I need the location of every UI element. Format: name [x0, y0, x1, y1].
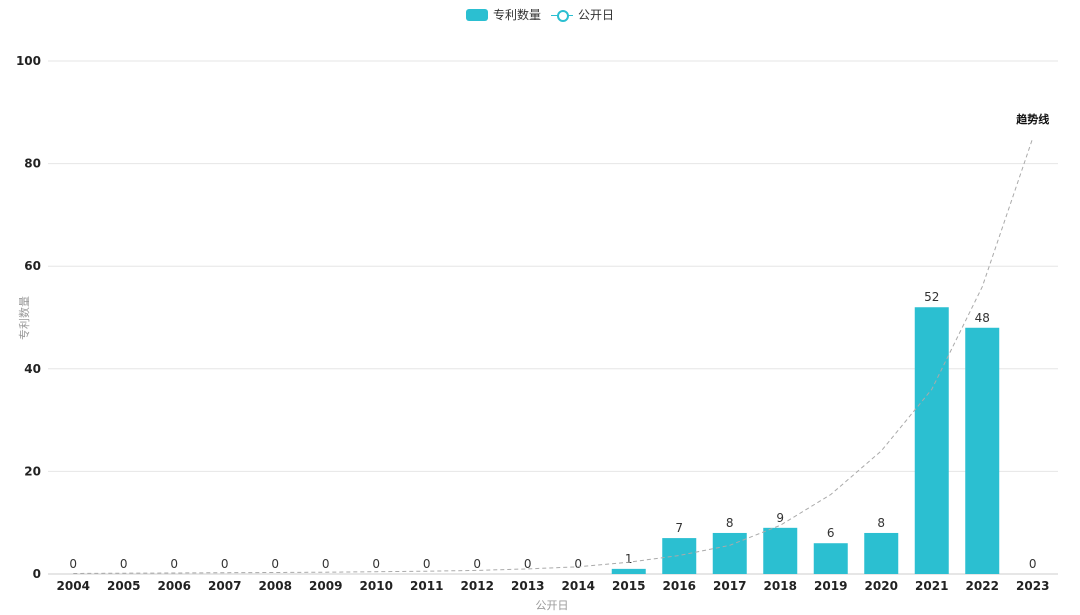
bar-value-label: 0	[473, 557, 481, 571]
trendline-label: 趋势线	[1016, 112, 1049, 126]
trendline	[73, 137, 1034, 574]
bar	[712, 532, 747, 574]
legend-line-label: 公开日	[578, 8, 615, 22]
bar-value-label: 48	[975, 311, 990, 325]
legend-bar-label: 专利数量	[492, 8, 541, 22]
bar-value-label: 0	[1029, 557, 1037, 571]
bar	[813, 543, 848, 574]
x-tick-label: 2004	[57, 579, 90, 593]
x-tick-label: 2009	[309, 579, 342, 593]
x-tick-label: 2012	[461, 579, 494, 593]
bar	[611, 568, 646, 574]
legend: 专利数量 公开日	[0, 6, 1080, 23]
x-tick-label: 2023	[1016, 579, 1049, 593]
x-tick-label: 2016	[663, 579, 696, 593]
y-tick-label: 40	[24, 362, 41, 376]
bar	[763, 527, 798, 574]
bar-value-label: 7	[675, 521, 683, 535]
bar-value-label: 0	[271, 557, 279, 571]
x-tick-label: 2008	[259, 579, 292, 593]
bar-value-label: 0	[120, 557, 128, 571]
x-tick-label: 2010	[360, 579, 393, 593]
x-tick-label: 2014	[562, 579, 595, 593]
bar-value-label: 8	[726, 516, 734, 530]
x-tick-label: 2021	[915, 579, 948, 593]
bar-value-label: 9	[776, 511, 784, 525]
bar	[864, 532, 899, 574]
y-tick-label: 0	[33, 567, 41, 581]
y-axis-title: 专利数量	[18, 296, 31, 340]
bar-value-label: 0	[170, 557, 178, 571]
legend-item-bar[interactable]: 专利数量	[465, 6, 541, 23]
bar-value-label: 0	[322, 557, 330, 571]
x-tick-label: 2020	[865, 579, 898, 593]
legend-item-line[interactable]: 公开日	[551, 6, 614, 23]
x-axis-title: 公开日	[535, 599, 569, 612]
y-tick-label: 60	[24, 259, 41, 273]
y-tick-label: 80	[24, 157, 41, 171]
bar-value-label: 0	[221, 557, 229, 571]
bar-value-label: 8	[877, 516, 885, 530]
x-tick-label: 2015	[612, 579, 645, 593]
x-tick-label: 2019	[814, 579, 847, 593]
bar-value-label: 52	[924, 290, 939, 304]
bar-value-label: 6	[827, 526, 835, 540]
x-tick-label: 2022	[966, 579, 999, 593]
bar	[662, 538, 697, 574]
line-marker-icon	[551, 9, 573, 22]
bar-value-label: 1	[625, 552, 633, 566]
bar	[965, 327, 1000, 574]
bar-value-label: 0	[524, 557, 532, 571]
x-tick-label: 2007	[208, 579, 241, 593]
bar-swatch-icon	[465, 8, 488, 21]
bar-value-label: 0	[423, 557, 431, 571]
bar	[914, 307, 949, 574]
x-tick-label: 2011	[410, 579, 443, 593]
x-tick-label: 2018	[764, 579, 797, 593]
y-tick-label: 20	[24, 464, 41, 478]
x-tick-label: 2013	[511, 579, 544, 593]
x-tick-label: 2017	[713, 579, 746, 593]
bar-value-label: 0	[372, 557, 380, 571]
x-tick-label: 2005	[107, 579, 140, 593]
y-tick-label: 100	[16, 54, 41, 68]
bar-value-label: 0	[69, 557, 77, 571]
x-tick-label: 2006	[158, 579, 191, 593]
bar-value-label: 0	[574, 557, 582, 571]
